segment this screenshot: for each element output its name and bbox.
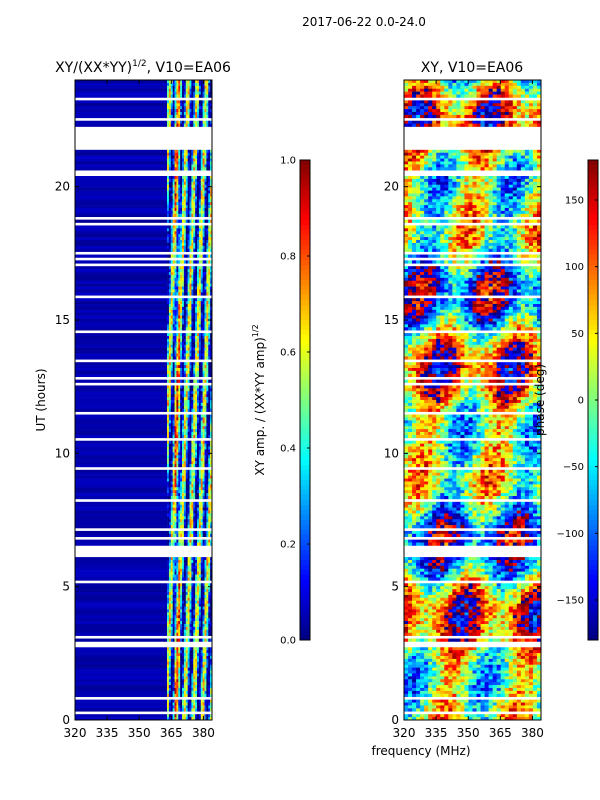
amplitude-panel-title: XY/(XX*YY)1/2, V10=EA06 — [55, 59, 231, 76]
x-tick-label: 380 — [192, 726, 215, 740]
x-tick-label: 380 — [521, 726, 544, 740]
amplitude-colorbar-gradient — [300, 160, 310, 641]
y-tick-label: 15 — [55, 313, 70, 327]
y-tick-label: 20 — [384, 180, 399, 194]
colorbar-tick-label: −150 — [557, 596, 584, 607]
colorbar-tick-label: 0 — [578, 396, 584, 407]
x-tick-label: 365 — [489, 726, 512, 740]
phase-panel-title: XY, V10=EA06 — [421, 60, 523, 76]
amplitude-colorbar-label: XY amp. / (XX*YY amp)1/2 — [251, 324, 267, 475]
colorbar-tick-label: 1.0 — [280, 156, 296, 167]
y-tick-label: 0 — [391, 713, 399, 727]
amplitude-plot-frame — [74, 79, 213, 721]
colorbar-tick-label: 150 — [565, 196, 584, 207]
shared-xlabel: frequency (MHz) — [371, 744, 470, 758]
y-tick-label: 20 — [55, 180, 70, 194]
phase-heatmap — [404, 80, 542, 721]
x-tick-label: 335 — [96, 726, 119, 740]
amplitude-colorbar-frame — [299, 159, 311, 641]
y-tick-label: 10 — [384, 446, 399, 460]
amplitude-ylabel: UT (hours) — [34, 368, 48, 431]
phase-colorbar-label: phase (deg) — [533, 364, 547, 436]
phase-panel: XY, V10=EA06 320 335 350 365 380 0 5 10 15 20 — [384, 60, 544, 740]
figure-suptitle: 2017-06-22 0.0-24.0 — [302, 15, 426, 29]
phase-colorbar-gradient — [588, 160, 598, 641]
colorbar-tick-label: −100 — [557, 529, 584, 540]
y-tick-label: 5 — [391, 580, 399, 594]
phase-colorbar-ticks: −150 −100 −50 0 50 100 150 — [557, 196, 598, 607]
x-tick-label: 320 — [393, 726, 416, 740]
colorbar-tick-label: 100 — [565, 262, 584, 273]
amplitude-panel: XY/(XX*YY)1/2, V10=EA06 320 335 350 365 380 0… — [34, 59, 231, 740]
x-tick-label: 350 — [457, 726, 480, 740]
colorbar-tick-label: 50 — [571, 329, 584, 340]
phase-plot-frame — [403, 79, 542, 721]
colorbar-tick-label: 0.6 — [280, 348, 296, 359]
x-tick-label: 365 — [160, 726, 183, 740]
colorbar-tick-label: 0.2 — [280, 540, 296, 551]
amplitude-colorbar: 0.0 0.2 0.4 0.6 0.8 1.0 XY amp. / (XX*YY amp)… — [251, 156, 311, 647]
x-tick-label: 335 — [425, 726, 448, 740]
x-tick-label: 350 — [128, 726, 151, 740]
y-tick-label: 0 — [62, 713, 70, 727]
y-tick-label: 10 — [55, 446, 70, 460]
amplitude-heatmap — [75, 80, 213, 721]
phase-colorbar: −150 −100 −50 0 50 100 150 phase (deg) — [533, 159, 599, 641]
colorbar-tick-label: 0.8 — [280, 252, 296, 263]
y-tick-label: 15 — [384, 313, 399, 327]
x-tick-label: 320 — [64, 726, 87, 740]
colorbar-tick-label: 0.4 — [280, 444, 296, 455]
colorbar-tick-label: −50 — [563, 462, 584, 473]
amplitude-colorbar-ticks: 0.0 0.2 0.4 0.6 0.8 1.0 — [280, 156, 310, 647]
colorbar-tick-label: 0.0 — [280, 636, 296, 647]
y-tick-label: 5 — [62, 580, 70, 594]
amplitude-axis-ticks: 320 335 350 365 380 0 5 10 15 20 — [55, 80, 215, 740]
phase-axis-ticks: 320 335 350 365 380 0 5 10 15 20 — [384, 80, 544, 740]
